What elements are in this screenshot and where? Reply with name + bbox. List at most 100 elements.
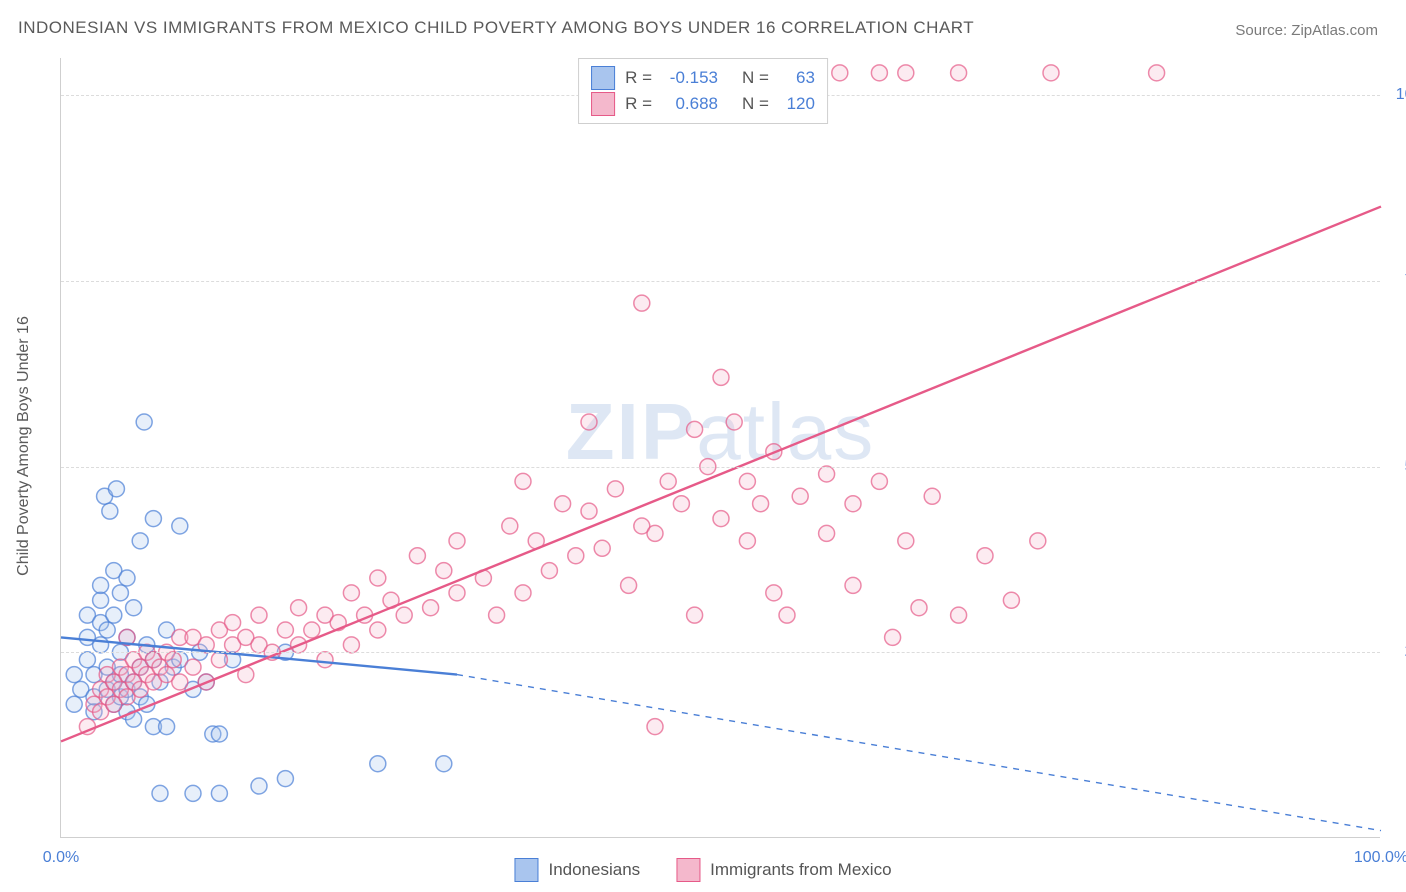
legend-correlation: R =-0.153N =63 R = 0.688 N = 120 [578, 58, 828, 124]
data-point [93, 577, 109, 593]
legend-correlation-row: R = 0.688 N = 120 [591, 91, 815, 117]
data-point [753, 496, 769, 512]
data-point [66, 696, 82, 712]
data-point [172, 674, 188, 690]
data-point [251, 778, 267, 794]
data-point [898, 65, 914, 81]
source-link[interactable]: ZipAtlas.com [1291, 22, 1378, 39]
data-point [779, 607, 795, 623]
data-point [541, 563, 557, 579]
data-point [449, 533, 465, 549]
data-point [1030, 533, 1046, 549]
data-point [304, 622, 320, 638]
data-point [225, 615, 241, 631]
data-point [291, 600, 307, 616]
data-point [885, 629, 901, 645]
data-point [515, 585, 531, 601]
data-point [871, 473, 887, 489]
data-point [819, 525, 835, 541]
data-point [515, 473, 531, 489]
source-prefix: Source: [1235, 22, 1291, 39]
data-point [277, 622, 293, 638]
data-point [436, 563, 452, 579]
data-point [152, 785, 168, 801]
y-tick-label: 100.0% [1390, 86, 1406, 104]
legend-correlation-row: R =-0.153N =63 [591, 65, 815, 91]
data-point [102, 503, 118, 519]
data-point [607, 481, 623, 497]
data-point [108, 481, 124, 497]
data-point [211, 652, 227, 668]
legend-series: Indonesians Immigrants from Mexico [514, 858, 891, 882]
data-point [951, 607, 967, 623]
data-point [792, 488, 808, 504]
y-tick-label: 75.0% [1390, 272, 1406, 290]
data-point [845, 577, 861, 593]
data-point [581, 414, 597, 430]
data-point [911, 600, 927, 616]
data-point [112, 585, 128, 601]
data-point [211, 785, 227, 801]
data-point [660, 473, 676, 489]
legend-series-label: Indonesians [548, 860, 640, 880]
data-point [594, 540, 610, 556]
data-point [136, 414, 152, 430]
data-point [819, 466, 835, 482]
r-label: R = [625, 94, 652, 114]
data-point [1149, 65, 1165, 81]
grid-line [61, 467, 1380, 468]
data-point [165, 652, 181, 668]
data-point [687, 421, 703, 437]
data-point [924, 488, 940, 504]
data-point [93, 592, 109, 608]
grid-line [61, 652, 1380, 653]
data-point [93, 637, 109, 653]
data-point [673, 496, 689, 512]
source-attribution: Source: ZipAtlas.com [1235, 22, 1378, 39]
trend-line-extrapolated [457, 675, 1381, 831]
data-point [66, 667, 82, 683]
data-point [79, 652, 95, 668]
data-point [977, 548, 993, 564]
data-point [832, 65, 848, 81]
data-point [126, 600, 142, 616]
legend-series-label: Immigrants from Mexico [710, 860, 891, 880]
data-point [172, 518, 188, 534]
data-point [119, 570, 135, 586]
n-label: N = [742, 94, 769, 114]
y-tick-label: 25.0% [1390, 643, 1406, 661]
legend-swatch [591, 92, 615, 116]
data-point [211, 726, 227, 742]
data-point [99, 622, 115, 638]
data-point [1043, 65, 1059, 81]
data-point [277, 771, 293, 787]
legend-swatch [676, 858, 700, 882]
trend-line [61, 207, 1381, 742]
data-point [634, 295, 650, 311]
legend-series-item: Indonesians [514, 858, 640, 882]
r-value: -0.153 [662, 68, 718, 88]
r-value: 0.688 [662, 94, 718, 114]
n-value: 120 [779, 94, 815, 114]
data-point [436, 756, 452, 772]
data-point [713, 511, 729, 527]
data-point [951, 65, 967, 81]
legend-swatch [591, 66, 615, 90]
data-point [370, 570, 386, 586]
data-point [489, 607, 505, 623]
data-point [132, 533, 148, 549]
data-point [343, 585, 359, 601]
plot-area: ZIPatlas 25.0%50.0%75.0%100.0%0.0%100.0% [60, 58, 1380, 838]
data-point [871, 65, 887, 81]
data-point [647, 525, 663, 541]
data-point [449, 585, 465, 601]
data-point [343, 637, 359, 653]
legend-swatch [514, 858, 538, 882]
data-point [581, 503, 597, 519]
data-point [502, 518, 518, 534]
data-point [185, 785, 201, 801]
data-point [423, 600, 439, 616]
n-value: 63 [779, 68, 815, 88]
y-tick-label: 50.0% [1390, 458, 1406, 476]
data-point [370, 756, 386, 772]
